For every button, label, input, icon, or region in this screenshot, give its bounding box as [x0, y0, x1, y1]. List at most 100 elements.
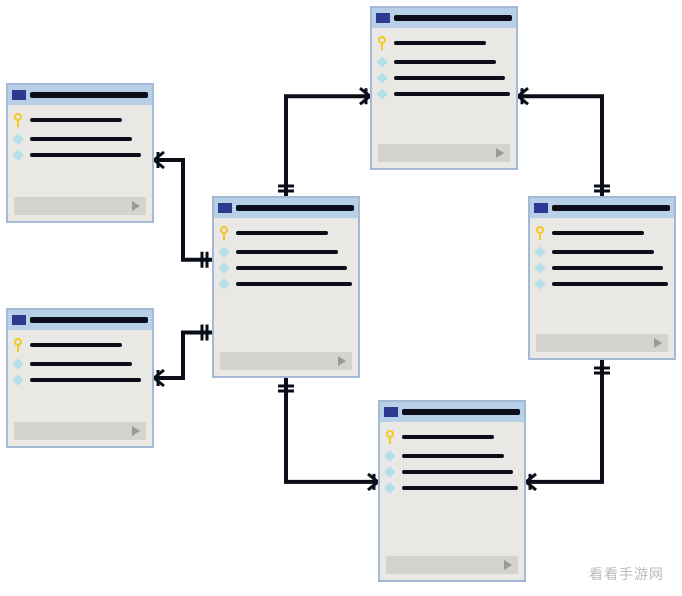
row-line [394, 41, 486, 45]
diamond-icon [218, 278, 229, 289]
table-row [378, 90, 510, 98]
key-icon [220, 226, 228, 240]
diamond-icon [218, 262, 229, 273]
diamond-icon [218, 246, 229, 257]
row-line [30, 118, 122, 122]
row-line [402, 470, 513, 474]
row-line [30, 362, 132, 366]
table-header [530, 198, 674, 218]
row-line [236, 282, 352, 286]
table-row [536, 226, 668, 240]
row-line [402, 454, 504, 458]
table-footer [378, 144, 510, 162]
table-row [378, 74, 510, 82]
header-title-line [30, 92, 148, 98]
table-body [214, 218, 358, 352]
table-footer [220, 352, 352, 370]
table-row [14, 135, 146, 143]
row-line [30, 378, 141, 382]
play-icon [338, 356, 346, 366]
table-body [380, 422, 524, 556]
row-line [30, 137, 132, 141]
header-title-line [402, 409, 520, 415]
diamond-icon [12, 358, 23, 369]
row-line [552, 250, 654, 254]
table-body [8, 105, 152, 197]
header-title-line [30, 317, 148, 323]
table-header [380, 402, 524, 422]
diamond-icon [376, 56, 387, 67]
table-footer [14, 197, 146, 215]
row-line [236, 250, 338, 254]
header-square-icon [218, 203, 232, 213]
key-icon [378, 36, 386, 50]
header-title-line [236, 205, 354, 211]
diamond-icon [384, 482, 395, 493]
db-table-t2 [6, 308, 154, 448]
header-title-line [394, 15, 512, 21]
row-line [30, 343, 122, 347]
db-table-t1 [6, 83, 154, 223]
key-icon [14, 113, 22, 127]
header-square-icon [376, 13, 390, 23]
table-footer [386, 556, 518, 574]
row-line [30, 153, 141, 157]
key-icon [14, 338, 22, 352]
watermark: 看看手游网 [589, 564, 664, 584]
diamond-icon [384, 450, 395, 461]
row-line [394, 60, 496, 64]
db-table-t5 [378, 400, 526, 582]
play-icon [504, 560, 512, 570]
header-title-line [552, 205, 670, 211]
db-table-t3 [212, 196, 360, 378]
table-row [386, 452, 518, 460]
diamond-icon [384, 466, 395, 477]
table-row [386, 430, 518, 444]
table-row [220, 226, 352, 240]
play-icon [496, 148, 504, 158]
table-row [220, 280, 352, 288]
play-icon [654, 338, 662, 348]
db-table-t4 [370, 6, 518, 170]
table-row [220, 248, 352, 256]
table-header [8, 310, 152, 330]
table-row [536, 280, 668, 288]
row-line [402, 435, 494, 439]
diamond-icon [376, 72, 387, 83]
table-row [14, 376, 146, 384]
diamond-icon [376, 88, 387, 99]
header-square-icon [384, 407, 398, 417]
table-row [386, 484, 518, 492]
row-line [394, 76, 505, 80]
diamond-icon [12, 149, 23, 160]
row-line [394, 92, 510, 96]
table-row [386, 468, 518, 476]
table-row [220, 264, 352, 272]
play-icon [132, 201, 140, 211]
key-icon [386, 430, 394, 444]
row-line [552, 282, 668, 286]
header-square-icon [12, 315, 26, 325]
header-square-icon [534, 203, 548, 213]
table-row [378, 58, 510, 66]
table-header [372, 8, 516, 28]
diamond-icon [534, 262, 545, 273]
table-row [14, 151, 146, 159]
table-row [14, 360, 146, 368]
diamond-icon [12, 133, 23, 144]
row-line [236, 266, 347, 270]
diamond-icon [12, 374, 23, 385]
row-line [552, 231, 644, 235]
table-footer [536, 334, 668, 352]
diamond-icon [534, 246, 545, 257]
table-row [14, 338, 146, 352]
table-footer [14, 422, 146, 440]
row-line [552, 266, 663, 270]
table-row [378, 36, 510, 50]
table-body [8, 330, 152, 422]
table-body [530, 218, 674, 334]
row-line [236, 231, 328, 235]
table-row [536, 264, 668, 272]
table-body [372, 28, 516, 144]
table-row [536, 248, 668, 256]
